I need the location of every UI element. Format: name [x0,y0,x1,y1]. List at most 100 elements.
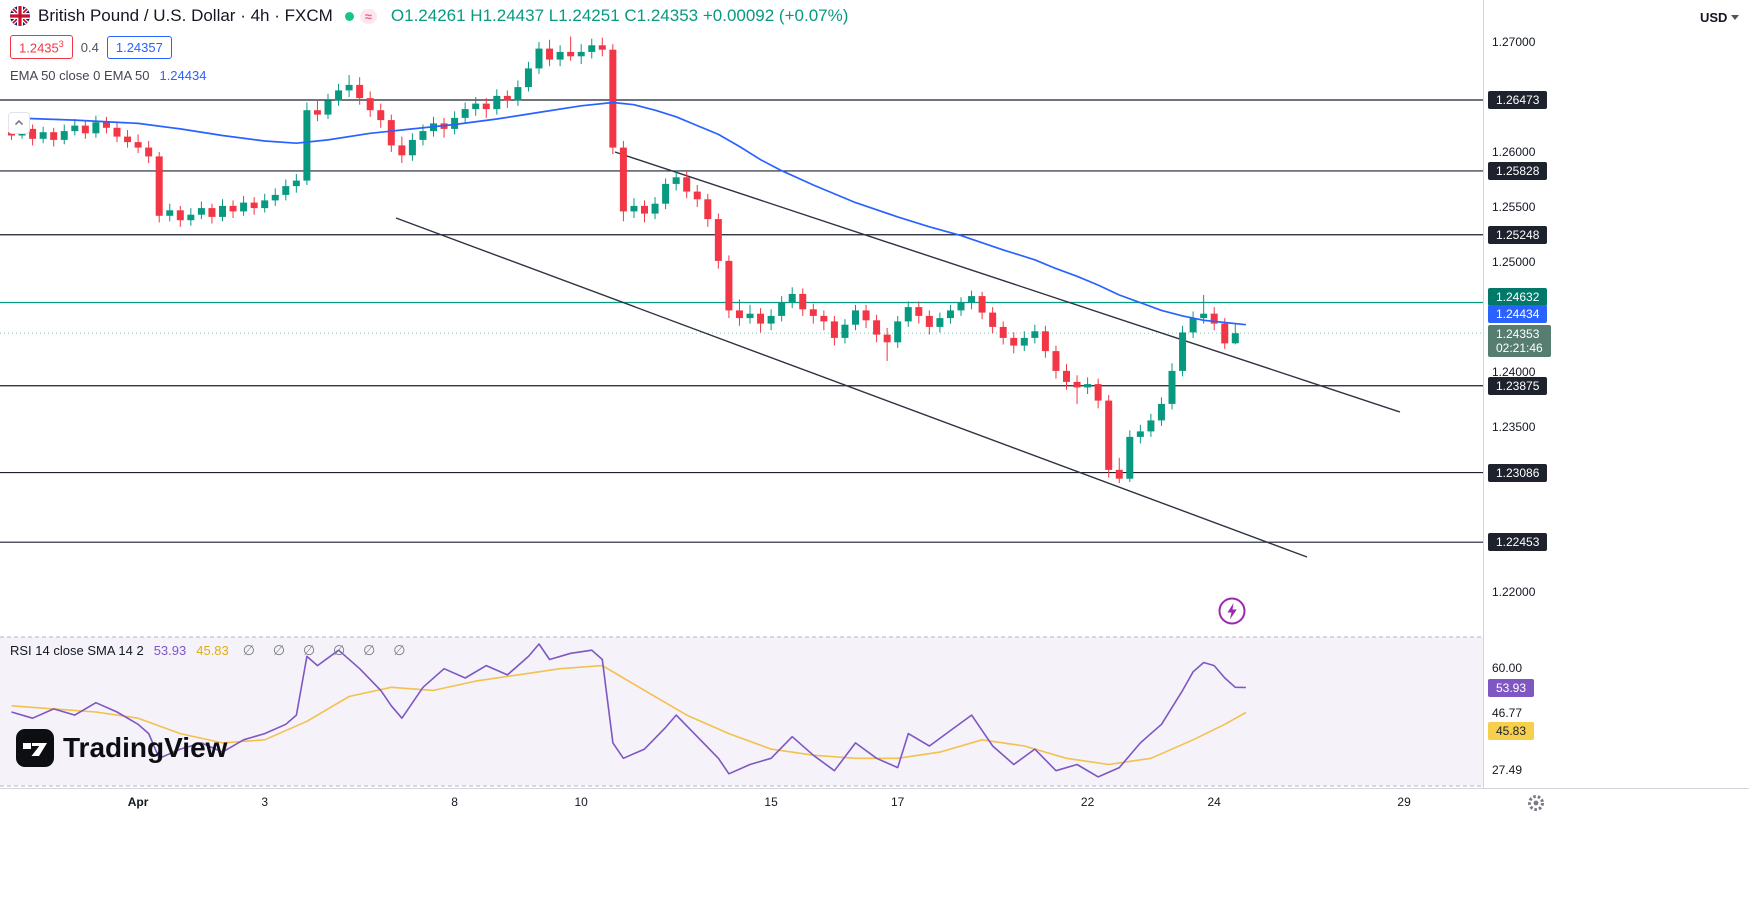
candle-body [830,321,838,338]
tradingview-watermark[interactable]: TradingView [16,729,227,767]
candle-body [672,177,680,184]
rsi-sma-badge: 45.83 [1488,722,1535,740]
symbol-row[interactable]: British Pound / U.S. Dollar · 4h · FXCM … [10,6,848,26]
candle-body [1189,318,1197,333]
bid-price-box[interactable]: 1.24353 [10,35,73,60]
candle-body [377,110,385,121]
candle-body [113,127,121,137]
candle-body [619,147,627,212]
currency-selector[interactable]: USD [1692,7,1748,28]
candle-body [978,296,986,313]
candle-body [968,296,976,303]
rsi-value: 53.93 [153,643,187,658]
candle-body [651,203,659,214]
axis-settings-button[interactable] [1525,792,1547,814]
rsi-line [11,643,1246,778]
candle-body [356,84,364,99]
tradingview-logo-icon [16,729,54,767]
candle-body [1115,469,1123,479]
candle-body [556,51,564,60]
symbol-title[interactable]: British Pound / U.S. Dollar · 4h · FXCM [38,6,333,25]
candle-body [788,293,796,303]
candle-body [451,117,459,129]
candle-body [1147,420,1155,432]
candle-body [366,98,374,111]
candle-body [482,103,490,110]
price-axis-label: 1.23500 [1492,420,1536,434]
lightning-icon [1218,597,1246,625]
price-level-badge: 1.25828 [1488,161,1548,180]
tradingview-wordmark: TradingView [63,732,228,763]
candle-body [102,122,110,128]
rsi-pane-canvas[interactable] [0,630,1749,788]
price-axis-label: 1.25500 [1492,200,1536,214]
candle-body [229,205,237,212]
candle-body [609,49,617,148]
candle-body [746,313,754,319]
candle-body [240,202,248,212]
price-axis-label: 1.27000 [1492,35,1536,49]
price-level-badge: 1.25248 [1488,225,1548,244]
rsi-legend-row[interactable]: RSI 14 close SMA 14 2 53.93 45.83 ∅ ∅ ∅ … [10,642,412,659]
candle-body [820,315,828,322]
candle-body [873,320,881,335]
candle-body [894,321,902,343]
ema-legend-row[interactable]: EMA 50 close 0 EMA 50 1.24434 [10,68,848,83]
currency-label: USD [1700,10,1728,25]
candle-body [292,180,300,187]
candle-body [567,51,575,57]
candle-body [50,132,58,140]
teal-price-badge: 1.24632 [1488,288,1548,307]
gear-icon [1528,795,1544,811]
candle-body [693,191,701,200]
candle-body [398,145,406,156]
candle-body [1200,313,1208,319]
candle-body [883,334,891,343]
candle-body [1020,337,1028,346]
trendline [614,151,1401,413]
candle-body [461,109,469,118]
ema-legend-label: EMA 50 close 0 EMA 50 [10,68,150,84]
candle-body [419,131,427,140]
pane-collapse-button[interactable] [8,112,30,134]
candle-body [197,208,205,215]
candle-body [1231,333,1239,344]
data-mode-icon[interactable]: ≈ [359,8,377,24]
rsi-sma-line [11,664,1247,766]
ema-legend-value: 1.24434 [159,68,207,84]
candle-body [71,125,79,132]
trendline [395,217,1308,558]
candle-body [809,309,817,316]
ask-price-box[interactable]: 1.24357 [106,35,172,59]
candle-body [757,313,765,324]
candle-body [1126,436,1134,479]
candle-body [219,205,226,217]
ohlc-readout: O1.24261 H1.24437 L1.24251 C1.24353 +0.0… [390,6,849,25]
candle-body [714,219,722,261]
candle-body [166,210,174,216]
candle-body [535,48,543,69]
price-axis-label: 1.24000 [1492,365,1536,379]
candle-countdown: 02:21:46 [1496,341,1543,356]
candle-body [1073,381,1081,388]
time-axis[interactable]: Apr 3 8 10 15 17 22 24 29 [0,788,1749,817]
candle-body [999,326,1007,338]
candle-body [641,205,648,214]
candle-body [862,310,870,321]
candle-body [313,110,321,115]
price-axis[interactable]: 1.27000 1.26000 1.25500 1.25000 1.24000 1.235… [1483,0,1749,788]
candle-body [1084,384,1092,388]
ema-value-badge: 1.24434 [1488,305,1548,324]
candle-body [852,310,859,325]
candle-body [1136,431,1144,437]
candle-body [546,48,554,60]
time-axis-label: 10 [574,795,588,809]
candle-body [588,45,596,52]
candle-body [472,103,480,110]
instant-trading-button[interactable] [1217,596,1247,626]
price-level-badge: 1.26473 [1488,90,1548,109]
price-chart-canvas[interactable] [0,0,1483,630]
market-status-icon[interactable] [344,11,354,21]
time-axis-label: 15 [764,795,778,809]
